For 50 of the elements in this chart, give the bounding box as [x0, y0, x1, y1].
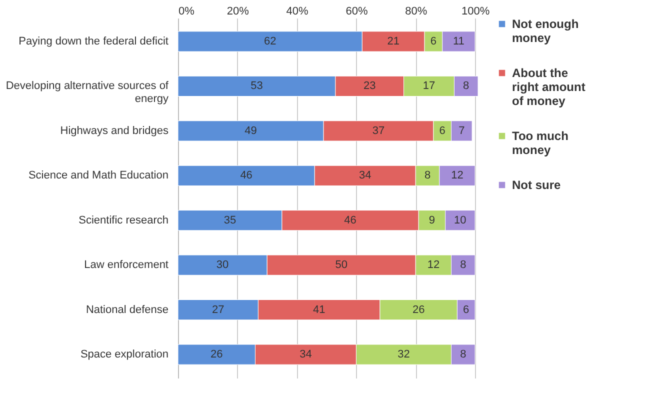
- data-label: 34: [300, 348, 312, 361]
- data-label: 30: [216, 259, 229, 272]
- y-tick-label: Scientific research: [78, 214, 168, 226]
- data-label: 8: [460, 348, 466, 361]
- y-tick-label: Law enforcement: [84, 259, 168, 272]
- x-tick-label: 60%: [346, 6, 368, 18]
- data-label: 6: [439, 124, 446, 137]
- data-label: 35: [224, 214, 236, 226]
- data-label: 46: [240, 170, 252, 182]
- data-label: 50: [335, 259, 348, 272]
- data-label: 6: [430, 35, 437, 48]
- data-label: 34: [359, 170, 372, 182]
- x-tick-label: 40%: [286, 6, 309, 18]
- y-tick-label: Science and Math Education: [28, 170, 168, 182]
- data-label: 32: [398, 348, 410, 361]
- data-label: 8: [424, 170, 431, 182]
- data-label: 53: [250, 80, 263, 92]
- data-label: 17: [422, 80, 436, 92]
- data-label: 9: [428, 214, 436, 226]
- data-label: 7: [458, 124, 465, 137]
- legend-label: Not sure: [512, 178, 561, 192]
- data-label: 23: [363, 80, 376, 92]
- data-label: 12: [427, 259, 440, 272]
- legend-label: Too much money: [512, 129, 568, 157]
- data-label: 26: [412, 304, 425, 316]
- y-tick-label: Paying down the federal deficit: [18, 35, 168, 48]
- x-tick-label: 100%: [461, 6, 490, 18]
- legend-label: About the right amount of money: [512, 66, 586, 108]
- data-label: 41: [312, 304, 326, 316]
- data-label: 26: [210, 348, 223, 361]
- data-label: 6: [463, 304, 470, 316]
- y-tick-label: Highways and bridges: [60, 124, 169, 137]
- data-label: 10: [454, 214, 466, 226]
- data-label: 49: [244, 124, 257, 137]
- legend-label: Not enough money: [512, 17, 579, 45]
- y-tick-label: Developing alternative sources of energy: [6, 80, 170, 106]
- data-label: 37: [372, 124, 385, 137]
- x-tick-label: 80%: [405, 6, 428, 18]
- x-tick-label: 0%: [178, 6, 195, 18]
- data-label: 46: [344, 214, 356, 226]
- data-label: 27: [212, 304, 224, 316]
- x-tick-label: 20%: [226, 6, 250, 18]
- data-label: 8: [460, 259, 466, 272]
- data-label: 8: [463, 80, 470, 92]
- data-label: 12: [451, 170, 464, 182]
- data-label: 21: [387, 35, 400, 48]
- y-tick-label: Space exploration: [80, 348, 168, 361]
- data-label: 62: [264, 35, 276, 48]
- data-label: 11: [452, 35, 464, 48]
- y-tick-label: National defense: [86, 304, 168, 316]
